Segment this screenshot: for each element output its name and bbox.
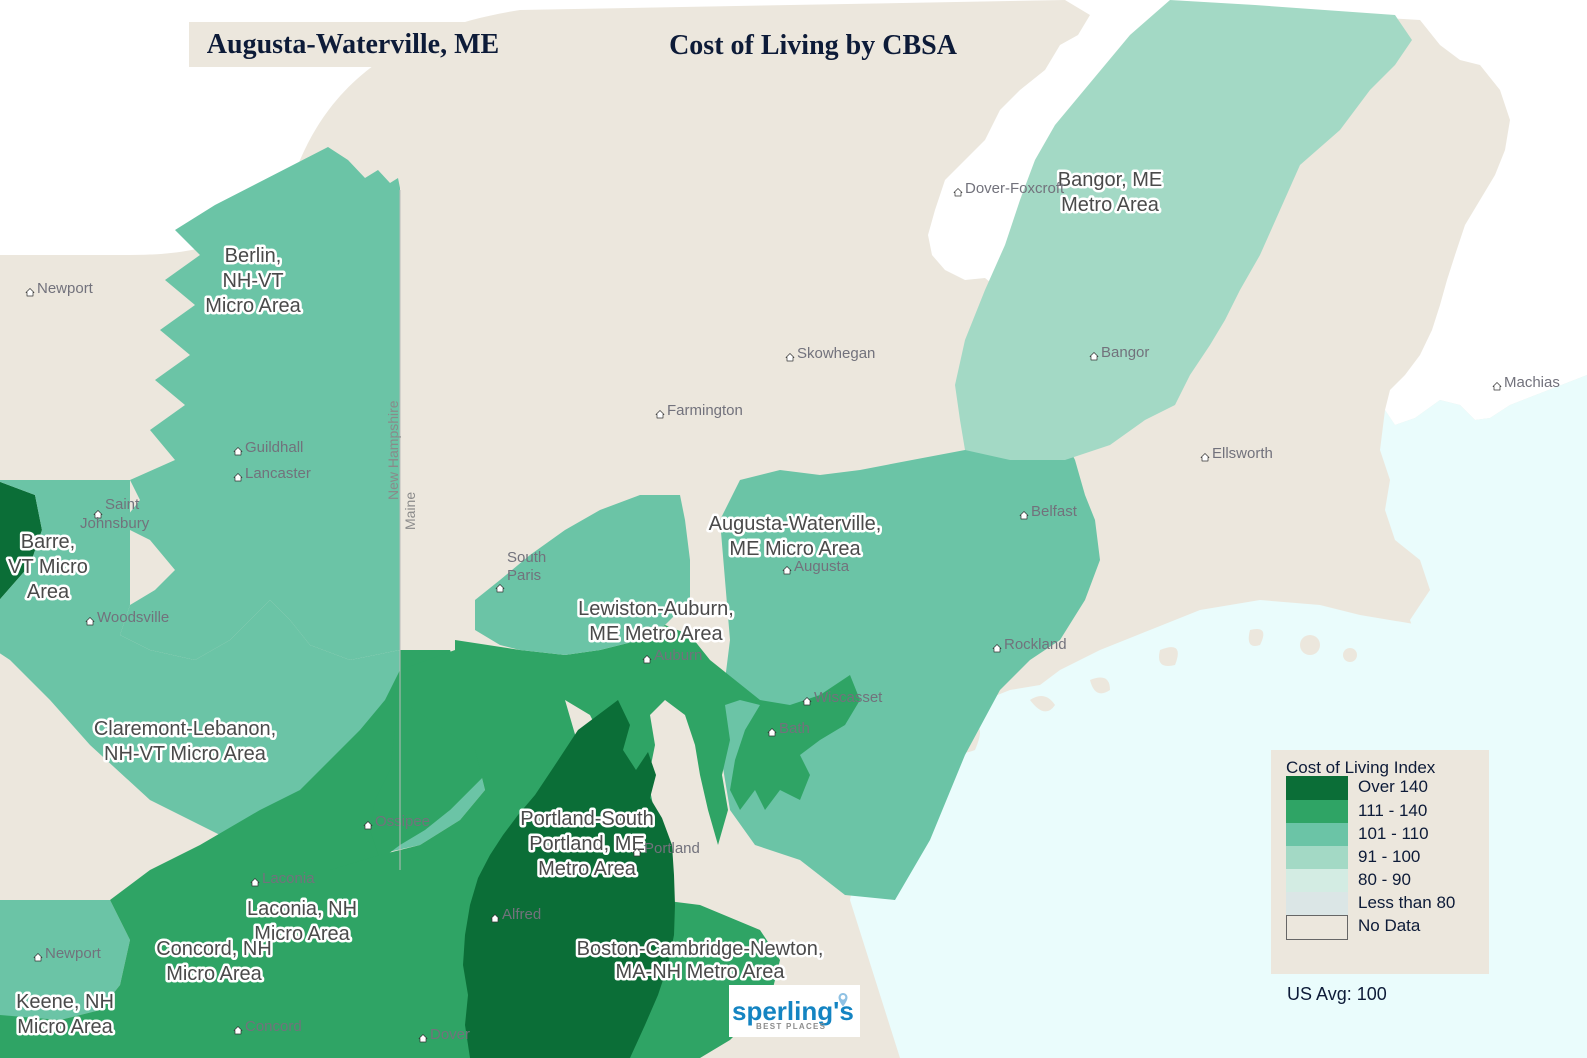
svg-text:Laconia: Laconia	[262, 870, 315, 887]
svg-text:Ellsworth: Ellsworth	[1212, 445, 1273, 462]
svg-text:ME Micro Area: ME Micro Area	[729, 538, 861, 560]
svg-text:Guildhall: Guildhall	[245, 439, 303, 456]
svg-text:Micro Area: Micro Area	[205, 295, 301, 317]
svg-text:South: South	[507, 549, 546, 566]
svg-text:Woodsville: Woodsville	[97, 609, 169, 626]
svg-text:Belfast: Belfast	[1031, 503, 1078, 520]
svg-text:MA-NH Metro Area: MA-NH Metro Area	[616, 961, 786, 983]
svg-text:Concord: Concord	[245, 1018, 302, 1035]
svg-text:Micro Area: Micro Area	[17, 1016, 113, 1038]
svg-text:Paris: Paris	[507, 567, 541, 584]
svg-text:Rockland: Rockland	[1004, 636, 1067, 653]
svg-text:Maine: Maine	[402, 492, 418, 530]
svg-text:Skowhegan: Skowhegan	[797, 345, 875, 362]
svg-text:Metro Area: Metro Area	[538, 858, 637, 880]
svg-text:Berlin,: Berlin,	[225, 245, 282, 267]
svg-text:NH-VT Micro Area: NH-VT Micro Area	[104, 743, 267, 765]
svg-text:NH-VT: NH-VT	[222, 270, 283, 292]
svg-text:Newport: Newport	[45, 945, 102, 962]
svg-text:Metro Area: Metro Area	[1061, 194, 1160, 216]
svg-text:Bangor, ME: Bangor, ME	[1058, 169, 1163, 191]
svg-text:Claremont-Lebanon,: Claremont-Lebanon,	[94, 718, 276, 740]
svg-text:BEST PLACES: BEST PLACES	[756, 1022, 826, 1031]
svg-text:Laconia, NH: Laconia, NH	[247, 898, 357, 920]
svg-text:ME Metro Area: ME Metro Area	[589, 623, 723, 645]
svg-text:Portland-South: Portland-South	[520, 808, 653, 830]
svg-text:Augusta-Waterville,: Augusta-Waterville,	[709, 513, 882, 535]
svg-text:Lancaster: Lancaster	[245, 465, 311, 482]
svg-text:Saint: Saint	[105, 496, 140, 513]
svg-text:Micro Area: Micro Area	[166, 963, 262, 985]
svg-text:Barre,: Barre,	[21, 531, 75, 553]
svg-text:Wiscasset: Wiscasset	[814, 689, 883, 706]
svg-text:Newport: Newport	[37, 280, 94, 297]
svg-text:Portland, ME: Portland, ME	[529, 833, 645, 855]
svg-text:Bath: Bath	[779, 720, 810, 737]
svg-text:VT Micro: VT Micro	[8, 556, 88, 578]
svg-text:Johnsbury: Johnsbury	[80, 515, 150, 532]
svg-text:Machias: Machias	[1504, 374, 1560, 391]
svg-text:Farmington: Farmington	[667, 402, 743, 419]
svg-text:Boston-Cambridge-Newton,: Boston-Cambridge-Newton,	[577, 938, 824, 960]
svg-text:Augusta: Augusta	[794, 558, 850, 575]
svg-text:Lewiston-Auburn,: Lewiston-Auburn,	[578, 598, 734, 620]
svg-text:Bangor: Bangor	[1101, 344, 1149, 361]
svg-text:Alfred: Alfred	[502, 906, 541, 923]
svg-text:Keene, NH: Keene, NH	[16, 991, 114, 1013]
svg-text:New Hampshire: New Hampshire	[385, 400, 401, 500]
svg-text:Auburn: Auburn	[654, 647, 702, 664]
svg-text:Ossipee: Ossipee	[375, 813, 430, 830]
svg-text:Dover-Foxcroft: Dover-Foxcroft	[965, 180, 1065, 197]
svg-text:Portland: Portland	[644, 840, 700, 857]
svg-text:Concord, NH: Concord, NH	[156, 938, 272, 960]
svg-text:Dover: Dover	[430, 1026, 470, 1043]
svg-text:Area: Area	[27, 581, 70, 603]
